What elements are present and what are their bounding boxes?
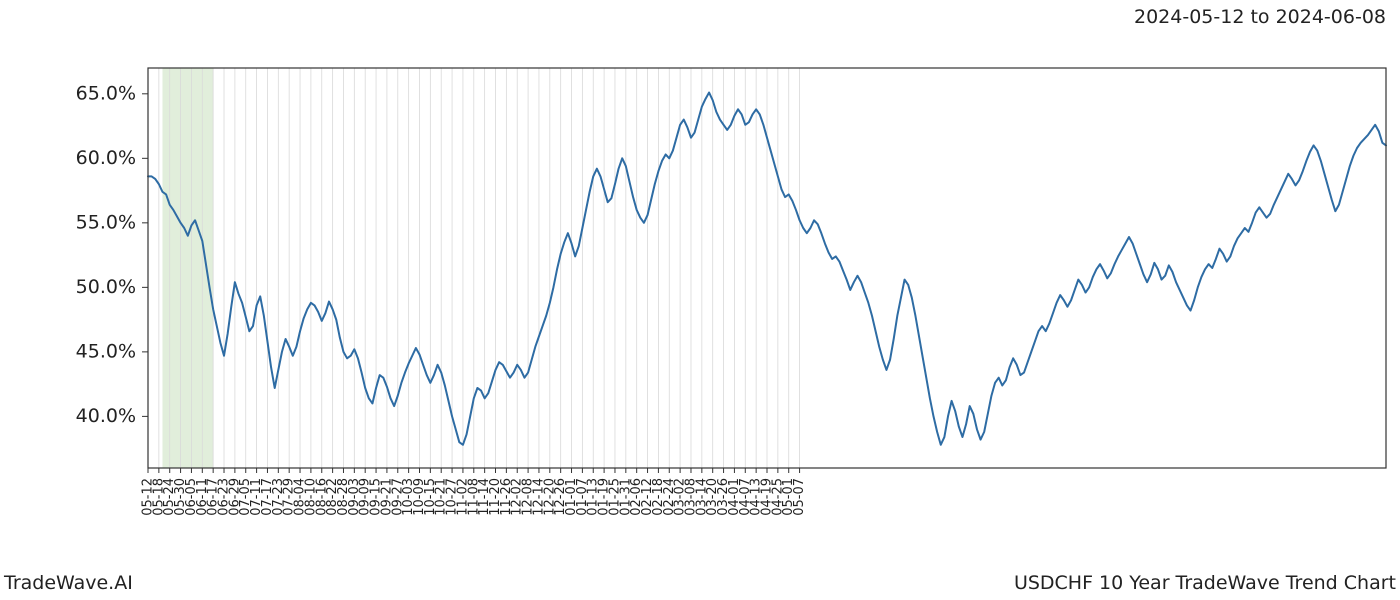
svg-text:40.0%: 40.0%: [76, 405, 136, 427]
svg-text:65.0%: 65.0%: [76, 82, 136, 104]
chart-title: USDCHF 10 Year TradeWave Trend Chart: [1014, 572, 1396, 594]
svg-text:50.0%: 50.0%: [76, 276, 136, 298]
svg-text:55.0%: 55.0%: [76, 211, 136, 233]
brand-label: TradeWave.AI: [4, 572, 133, 594]
date-range-label: 2024-05-12 to 2024-06-08: [1134, 6, 1386, 28]
svg-text:45.0%: 45.0%: [76, 340, 136, 362]
trend-chart: 40.0%45.0%50.0%55.0%60.0%65.0%05-1205-18…: [0, 40, 1400, 560]
svg-text:60.0%: 60.0%: [76, 147, 136, 169]
svg-text:05-07: 05-07: [792, 478, 807, 516]
